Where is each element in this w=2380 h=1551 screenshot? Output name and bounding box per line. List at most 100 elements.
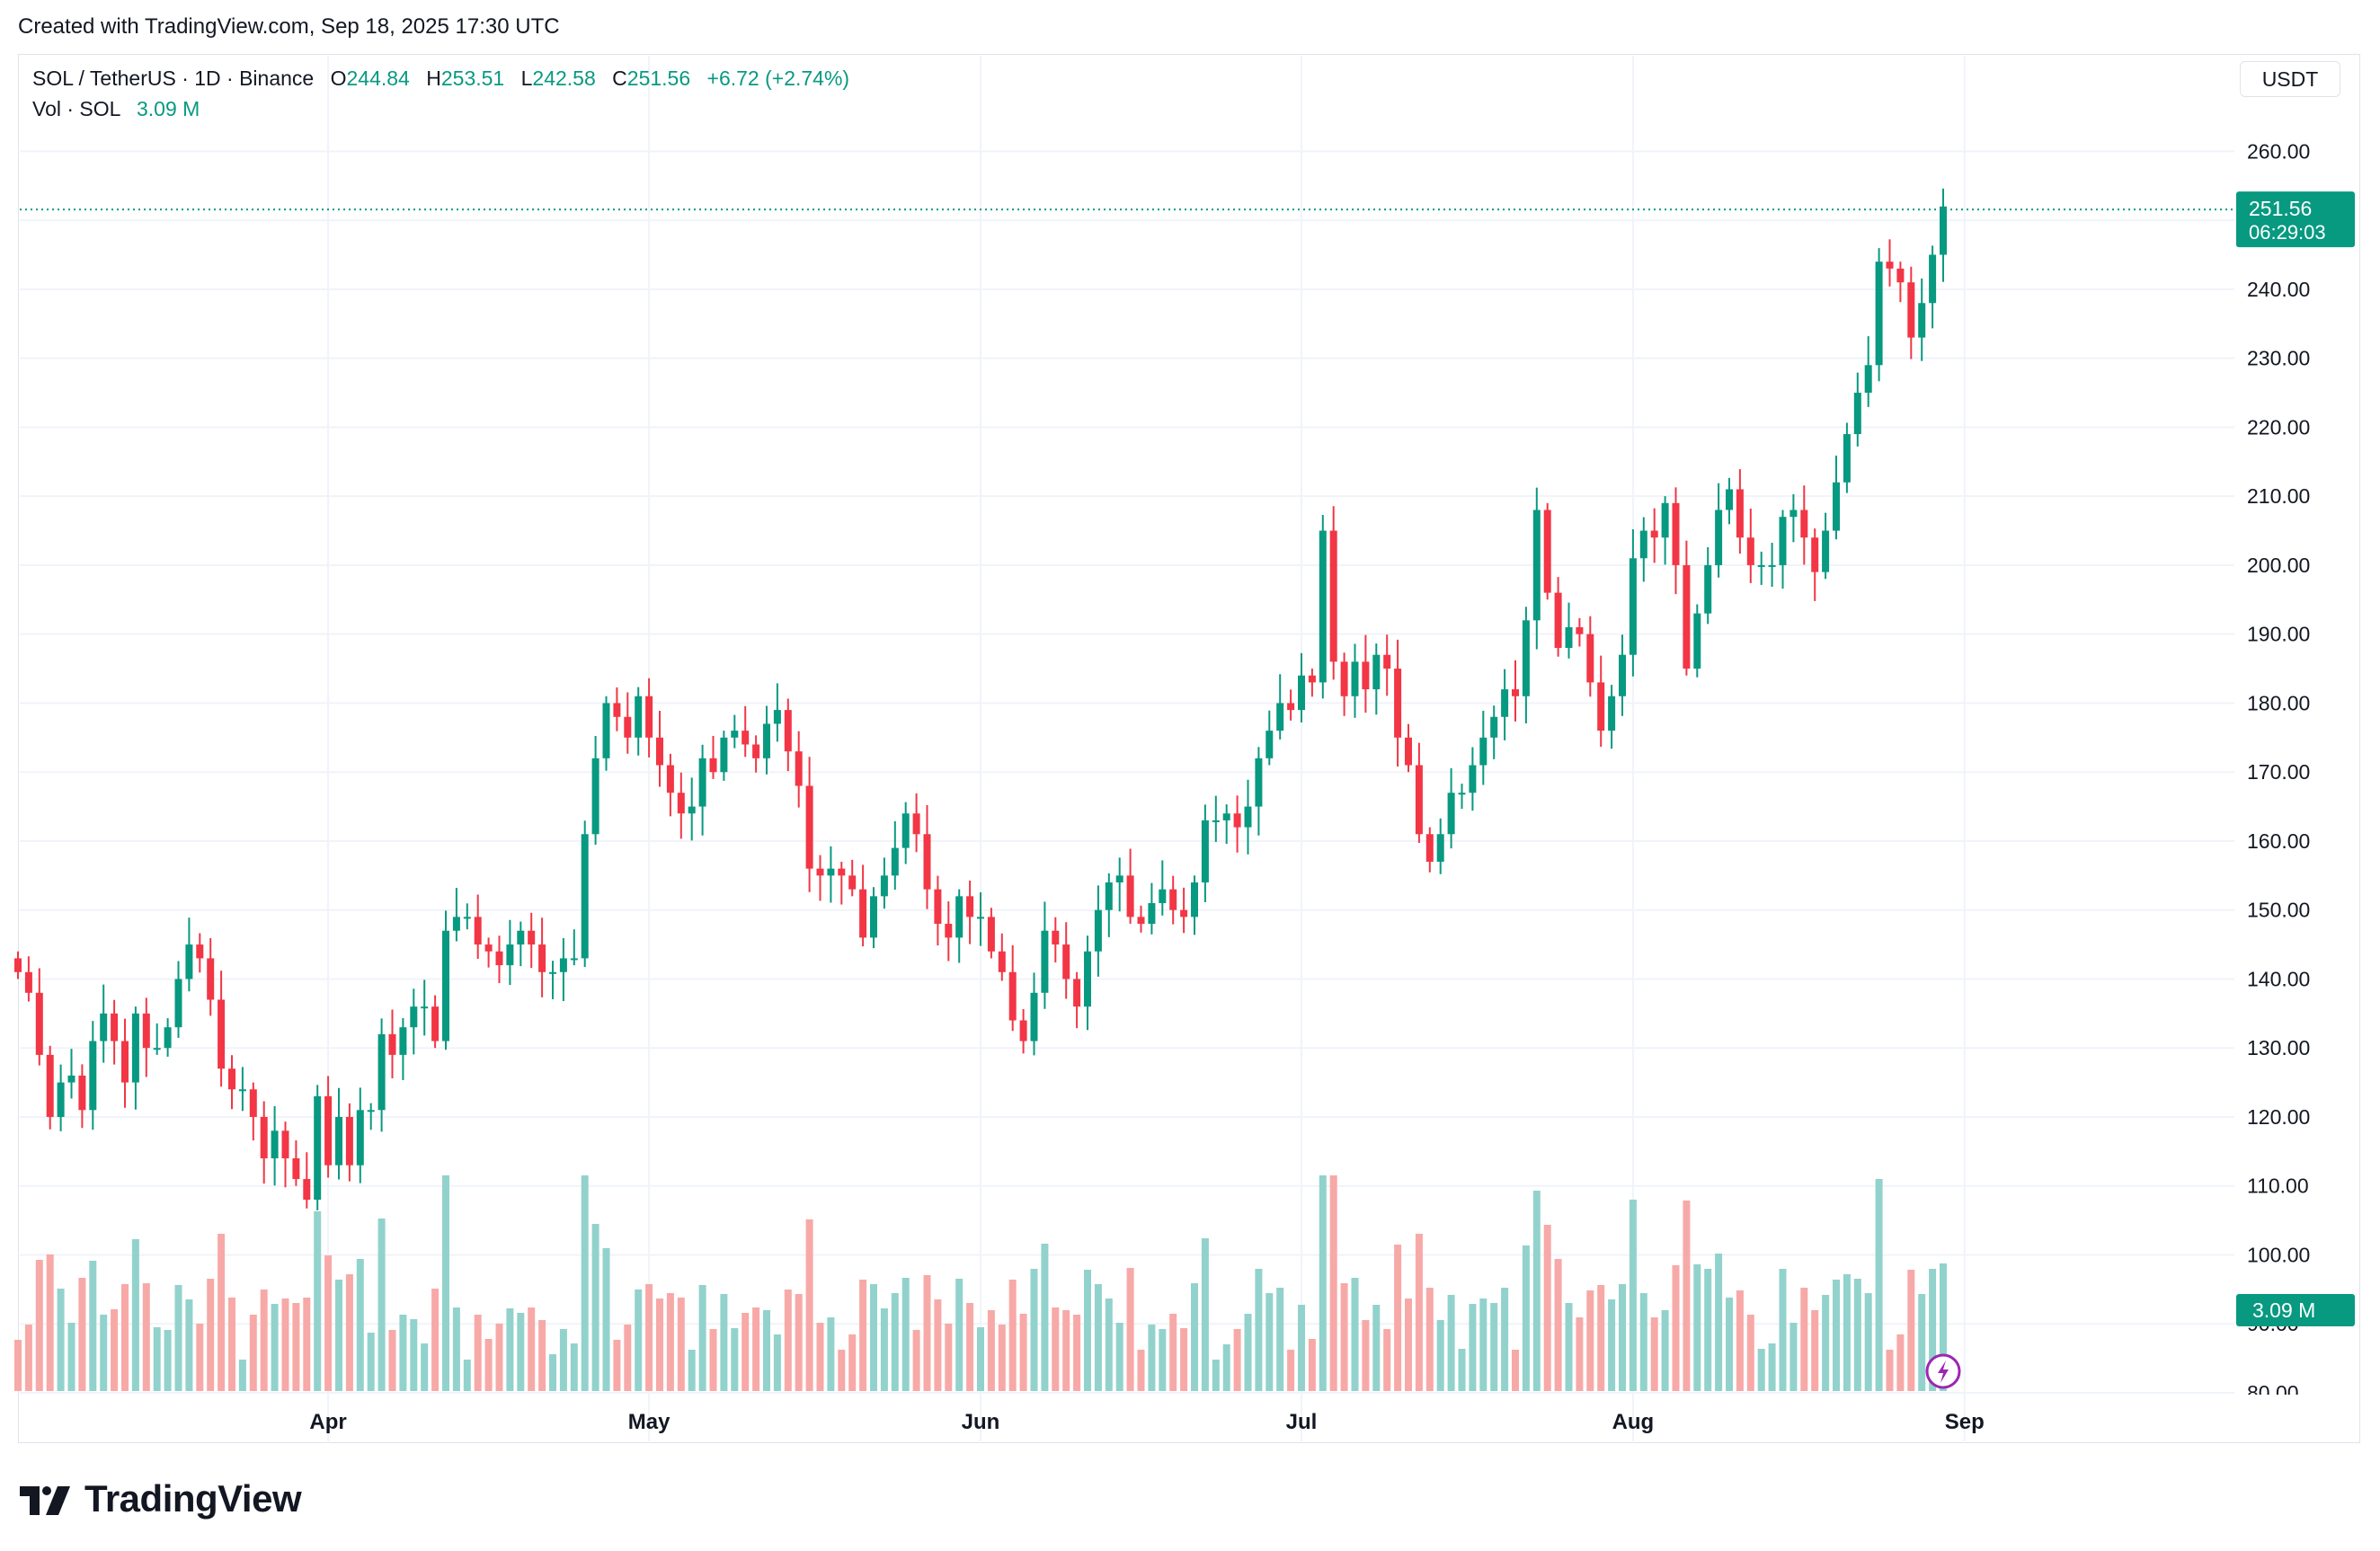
candle-body	[912, 813, 920, 835]
candle-body	[218, 999, 226, 1069]
volume-bar	[1940, 1263, 1947, 1391]
volume-bar	[998, 1325, 1006, 1391]
volume-bar	[1212, 1360, 1220, 1391]
candle-body	[1169, 889, 1177, 910]
volume-bar	[1094, 1284, 1102, 1391]
candle-body	[901, 813, 910, 848]
volume-value: 3.09 M	[136, 97, 200, 120]
volume-bar	[1298, 1305, 1305, 1391]
candle-body	[1715, 510, 1723, 565]
symbol-name[interactable]: SOL / TetherUS · 1D · Binance	[32, 66, 315, 90]
candle-body	[495, 951, 503, 966]
candle-body	[859, 889, 867, 938]
volume-bar	[1244, 1314, 1252, 1391]
y-tick-label: 230.00	[2247, 347, 2310, 370]
volume-bar	[1843, 1274, 1851, 1391]
volume-label[interactable]: Vol · SOL	[32, 97, 120, 120]
volume-bar	[345, 1274, 353, 1391]
volume-bar	[1918, 1294, 1926, 1391]
candle-body	[1447, 793, 1455, 835]
volume-bar	[1319, 1175, 1327, 1391]
last-price-label: 251.56	[2249, 197, 2312, 220]
candle-body	[528, 930, 536, 945]
candle-body	[677, 793, 685, 814]
candle-body	[955, 896, 964, 938]
volume-bar	[1875, 1179, 1883, 1391]
volume-bar	[463, 1360, 471, 1391]
candle-body	[1148, 903, 1156, 925]
candle-body	[848, 875, 857, 890]
candle-body	[463, 917, 471, 919]
x-tick-label: Jun	[962, 1410, 1000, 1434]
volume-bar	[89, 1261, 97, 1391]
candle-body	[1479, 737, 1488, 766]
volume-bar	[1833, 1280, 1840, 1391]
candle-body	[1886, 261, 1894, 269]
candle-body	[1159, 889, 1167, 904]
volume-bar	[1619, 1284, 1626, 1391]
legend-volume-row: Vol · SOL 3.09 M	[32, 93, 849, 124]
volume-bar	[859, 1280, 867, 1391]
candle-body	[1532, 510, 1541, 621]
candle-body	[314, 1095, 322, 1201]
candle-body	[78, 1075, 86, 1111]
candle-body	[1094, 909, 1102, 952]
volume-bar	[142, 1283, 150, 1391]
volume-bar	[934, 1299, 942, 1391]
candle-body	[260, 1116, 268, 1159]
chart-frame[interactable]	[18, 54, 2360, 1443]
candle-body	[987, 917, 995, 952]
candle-body	[1222, 813, 1230, 820]
volume-bar	[238, 1360, 246, 1391]
candle-body	[1554, 592, 1562, 649]
volume-bar	[891, 1293, 899, 1391]
volume-bar	[335, 1280, 342, 1391]
volume-bar	[1425, 1288, 1434, 1391]
last-price-tag	[2236, 191, 2355, 248]
y-tick-label: 210.00	[2247, 484, 2310, 508]
volume-bar	[773, 1334, 781, 1391]
volume-bar	[538, 1320, 546, 1391]
candle-body	[880, 875, 888, 897]
candle-body	[1522, 620, 1530, 696]
volume-bar	[399, 1315, 407, 1391]
y-tick-label: 100.00	[2247, 1243, 2310, 1266]
candle-body	[484, 944, 493, 952]
candle-body	[271, 1130, 279, 1159]
volume-bar	[484, 1339, 493, 1391]
volume-bar	[442, 1175, 449, 1391]
currency-unit-button[interactable]: USDT	[2240, 61, 2340, 97]
y-tick-label: 190.00	[2247, 623, 2310, 646]
candle-body	[1661, 502, 1669, 538]
candle-body	[1822, 530, 1830, 572]
candle-body	[410, 1006, 418, 1028]
volume-bar	[1062, 1310, 1070, 1391]
last-volume-tag	[2236, 1294, 2355, 1326]
candle-body	[549, 971, 556, 974]
candle-body	[838, 868, 846, 876]
volume-bar	[1479, 1298, 1488, 1391]
change-value: +6.72 (+2.74%)	[706, 66, 850, 90]
candle-body	[795, 751, 803, 786]
tradingview-brand[interactable]: TradingView	[20, 1474, 302, 1524]
candle-body	[345, 1116, 353, 1165]
candle-body	[591, 758, 599, 835]
volume-bar	[1543, 1225, 1551, 1391]
candle-body	[1843, 434, 1851, 483]
candle-body	[57, 1082, 65, 1117]
candle-body	[1351, 661, 1359, 696]
candles	[14, 188, 1947, 1210]
candle-body	[1639, 530, 1647, 559]
volume-bar	[784, 1290, 792, 1391]
candle-body	[1394, 669, 1402, 738]
volume-bar	[912, 1330, 920, 1391]
volume-bar	[1864, 1293, 1872, 1391]
candle-body	[1650, 530, 1658, 538]
volume-bar	[1159, 1329, 1167, 1391]
candle-body	[1425, 834, 1434, 862]
volume-bar	[1255, 1269, 1263, 1391]
candle-body	[1308, 675, 1316, 683]
candle-body	[121, 1041, 129, 1083]
candle-body	[977, 917, 984, 919]
